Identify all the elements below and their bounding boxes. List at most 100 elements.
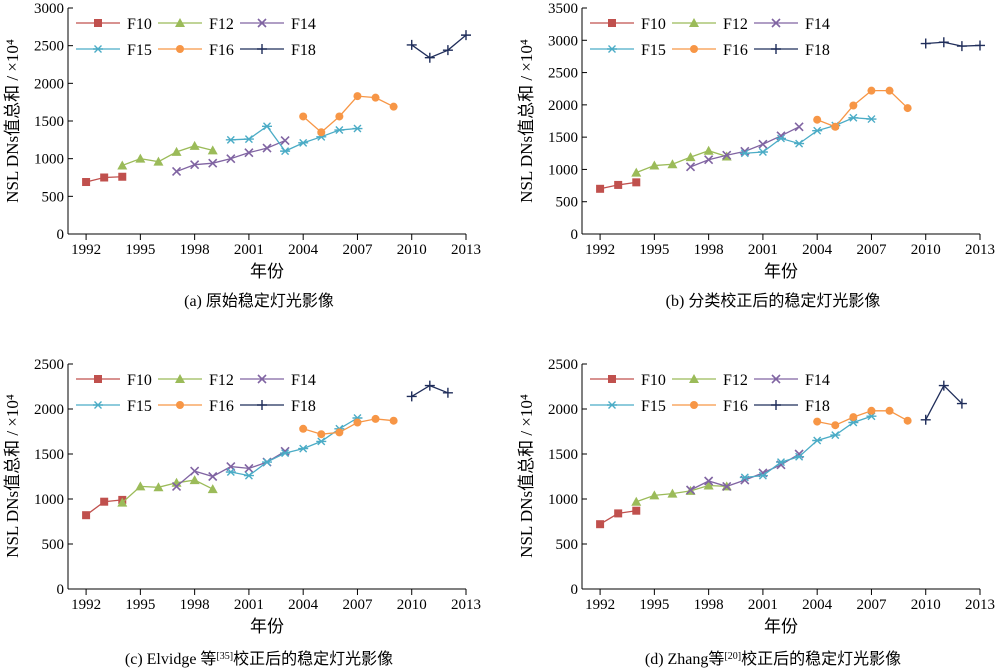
legend-label: F16 [209,42,234,59]
data-point [262,122,272,131]
series-f18 [406,380,453,402]
data-point [956,41,967,52]
legend-item-f15: F15 [590,398,666,415]
chart-panel-c: 0 500 1000 1500 2000 2500 1992 1995 1998 2001 2004… [3,357,481,668]
data-point [812,126,823,135]
legend-item-f16: F16 [672,398,748,415]
legend-item-f14: F14 [754,16,830,33]
x-tick-label: 1995 [125,597,155,613]
legend-label: F18 [291,398,316,415]
x-axis-label: 年份 [764,617,798,636]
x-axis-label: 年份 [250,262,284,281]
caption-ref: [20] [724,651,741,662]
data-point [190,160,200,170]
legend-marker [771,374,781,384]
series-f10 [82,495,127,520]
series-f10 [82,172,127,187]
x-tick-label: 1998 [180,242,210,258]
series-line [817,410,908,426]
data-point [100,173,109,182]
data-point [316,437,327,446]
chart-panel-a: 0 500 1000 1500 2000 2500 3000 1992 1995 1998 2001… [3,1,481,310]
panel-caption: (d) Zhang等[20]校正后的稳定灯光影像 [645,650,901,668]
legend-item-f10: F10 [590,16,666,33]
data-point [739,473,750,482]
data-point [596,184,605,193]
series-line [925,384,963,421]
data-point [830,431,841,440]
data-point [956,398,967,409]
series-f12 [631,480,732,506]
data-point [171,146,182,156]
data-point [631,496,642,506]
y-tick-label: 2000 [34,76,64,92]
y-tick-label: 3000 [548,33,578,49]
x-tick-label: 2004 [802,242,833,258]
legend-marker [607,401,617,409]
data-point [207,484,218,494]
series-f16 [299,92,398,137]
x-tick-label: 2010 [911,597,941,613]
y-axis-label: NSL DNs值总和 / ×10⁴ [517,394,536,558]
chart-panel-d: 0 500 1000 1500 2000 2500 1992 1995 1998 2001 2004… [517,357,995,668]
legend-item-f12: F12 [158,372,234,389]
x-tick-label: 2001 [234,597,264,613]
data-point [352,124,363,133]
legend-marker [608,375,616,383]
data-point [117,160,128,170]
legend-label: F15 [641,398,666,415]
data-point [171,481,182,491]
caption-rest: 校正后的稳定灯光影像 [741,650,901,668]
legend-label: F12 [209,372,234,389]
data-point [831,122,840,131]
data-point [866,115,877,124]
data-point [280,147,291,156]
data-point [757,471,768,480]
data-point [189,475,200,485]
y-tick-label: 1000 [34,492,64,508]
data-point [885,406,894,415]
x-tick-label: 2010 [397,242,427,258]
data-point [389,416,398,425]
legend-marker [608,19,616,27]
legend-marker [257,44,267,54]
data-point [353,418,362,427]
y-tick-label: 500 [556,537,579,553]
x-tick-label: 2007 [856,597,887,613]
legend-item-f15: F15 [590,42,666,59]
x-tick-label: 2007 [342,242,373,258]
series-f12 [117,140,218,170]
caption-main: (d) Zhang等 [645,650,725,668]
data-point [596,520,605,529]
data-point [794,122,804,132]
x-tick-label: 2010 [911,242,941,258]
y-tick-label: 3000 [34,1,64,17]
legend-label: F14 [805,372,830,389]
legend-item-f16: F16 [672,42,748,59]
legend-item-f14: F14 [240,16,316,33]
legend-item-f10: F10 [76,16,152,33]
data-point [740,146,750,156]
series-f16 [813,406,912,430]
data-point [243,135,254,144]
y-tick-label: 2500 [34,39,64,55]
legend-marker [175,374,185,383]
data-point [389,102,398,111]
data-point [632,506,641,515]
legend: F10 F12 F14 F15 F16 F18 [590,16,830,59]
panel-caption: (a) 原始稳定灯光影像 [184,292,334,310]
data-point [867,406,876,415]
x-tick-label: 1995 [639,597,669,613]
data-point [685,162,696,172]
y-tick-label: 0 [571,582,579,598]
data-point [299,424,308,433]
legend-marker [771,18,781,28]
legend-label: F10 [641,16,666,33]
legend-marker [176,401,184,409]
legend-marker [94,375,102,383]
panel-caption: (b) 分类校正后的稳定灯光影像 [666,292,881,310]
data-point [667,159,678,169]
legend-item-f10: F10 [590,372,666,389]
x-tick-label: 2013 [965,242,995,258]
data-point [794,139,805,148]
